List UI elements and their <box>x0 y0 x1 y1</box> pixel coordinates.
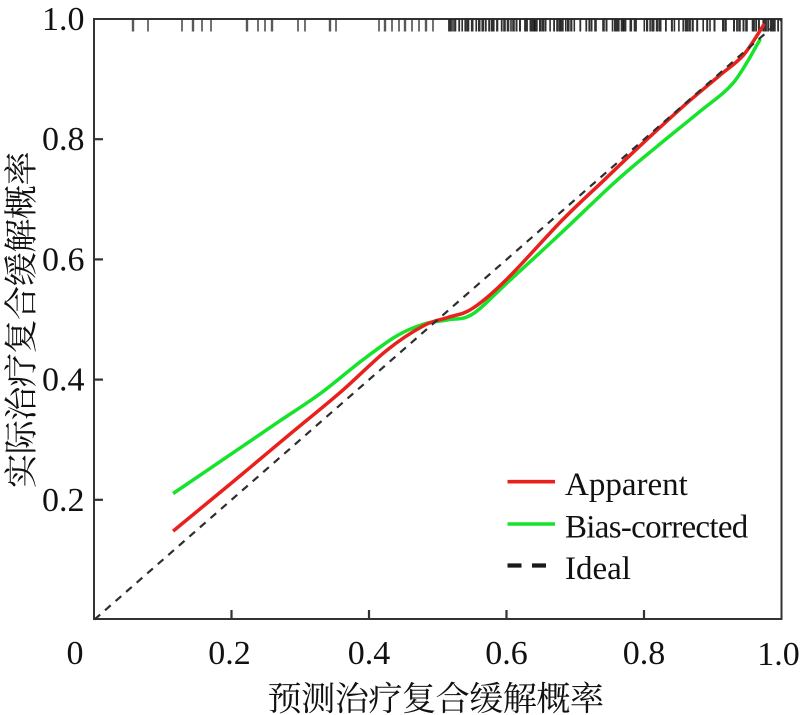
svg-text:Ideal: Ideal <box>565 551 631 587</box>
svg-text:0: 0 <box>67 635 84 672</box>
svg-text:0.2: 0.2 <box>208 635 251 672</box>
svg-text:0.8: 0.8 <box>623 635 666 672</box>
svg-text:0.2: 0.2 <box>42 482 85 519</box>
svg-text:0.4: 0.4 <box>42 362 85 399</box>
svg-text:0.6: 0.6 <box>485 635 528 672</box>
svg-text:0.6: 0.6 <box>42 241 85 278</box>
svg-text:0.8: 0.8 <box>42 121 85 158</box>
svg-text:Apparent: Apparent <box>565 467 688 503</box>
svg-text:1.0: 1.0 <box>42 1 85 38</box>
svg-text:0.4: 0.4 <box>348 635 391 672</box>
svg-text:1.0: 1.0 <box>757 636 800 673</box>
svg-text:Bias-corrected: Bias-corrected <box>565 510 749 546</box>
